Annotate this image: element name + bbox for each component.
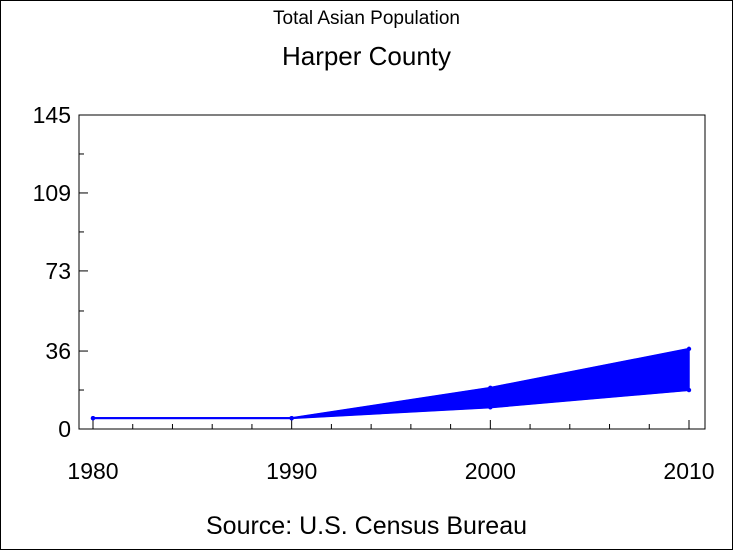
x-tick-label: 1980 (67, 458, 118, 484)
data-point (686, 346, 692, 352)
y-tick-label: 36 (45, 338, 71, 364)
series-layer (90, 346, 692, 421)
y-axis: 0 36 73 109 145 (33, 102, 88, 442)
chart-title: Total Asian Population (273, 8, 460, 29)
data-point (488, 385, 493, 391)
x-tick-label: 1990 (266, 458, 317, 484)
y-tick-label: 0 (58, 416, 71, 442)
x-axis: 1980 1990 2000 2010 (67, 420, 715, 484)
x-tick-label: 2000 (465, 458, 516, 484)
chart-subtitle: Harper County (281, 41, 452, 71)
x-tick-label: 2010 (663, 458, 714, 484)
plot-area-border (78, 114, 706, 430)
series-line (93, 389, 690, 420)
data-point (686, 387, 692, 393)
series-band-area (93, 347, 690, 419)
y-tick-label: 73 (45, 258, 71, 284)
chart-source: Source: U.S. Census Bureau (206, 512, 527, 540)
y-tick-label: 109 (33, 180, 71, 206)
data-point (289, 415, 294, 421)
data-point (488, 405, 493, 410)
y-tick-label: 145 (33, 102, 71, 128)
data-point (90, 415, 96, 421)
